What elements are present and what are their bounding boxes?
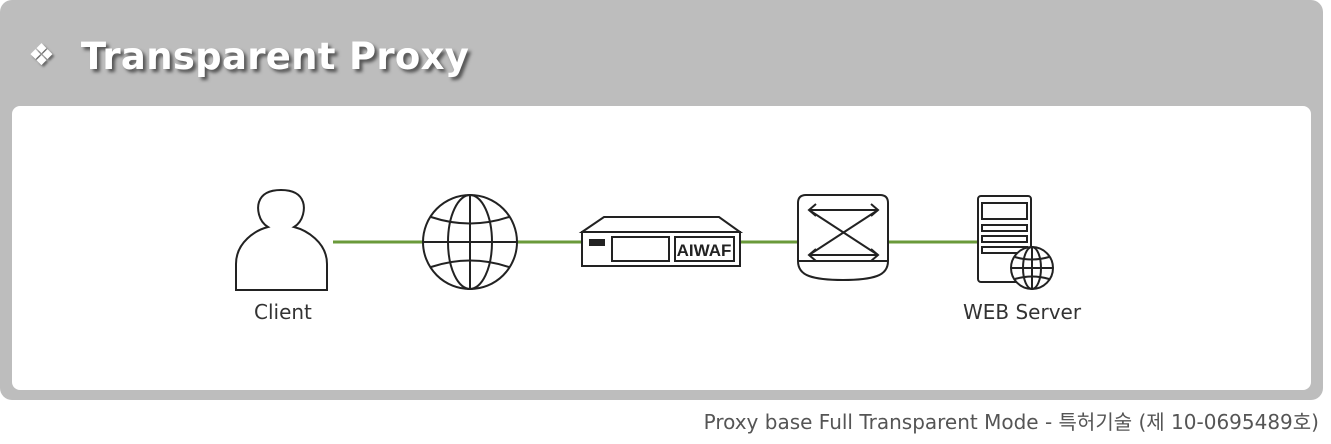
diagram-canvas: AIWAF <box>12 106 1311 390</box>
switch-icon <box>797 194 889 282</box>
waf-label: AIWAF <box>677 241 732 260</box>
four-diamond-icon: ❖ <box>28 38 55 73</box>
header-panel: ❖ Transparent Proxy <box>0 0 1323 400</box>
person-icon <box>235 188 328 291</box>
web-server-icon <box>977 195 1054 290</box>
patent-caption: Proxy base Full Transparent Mode - 특허기술 … <box>703 410 1319 434</box>
globe-icon <box>422 194 518 290</box>
page-title: Transparent Proxy <box>80 34 470 78</box>
title-row: ❖ Transparent Proxy <box>28 30 469 82</box>
network-diagram: AIWAF <box>235 188 1054 291</box>
globe-icon <box>1010 246 1054 290</box>
web-server-label: WEB Server <box>963 300 1082 324</box>
client-label: Client <box>254 300 312 324</box>
appliance-icon <box>578 216 744 267</box>
